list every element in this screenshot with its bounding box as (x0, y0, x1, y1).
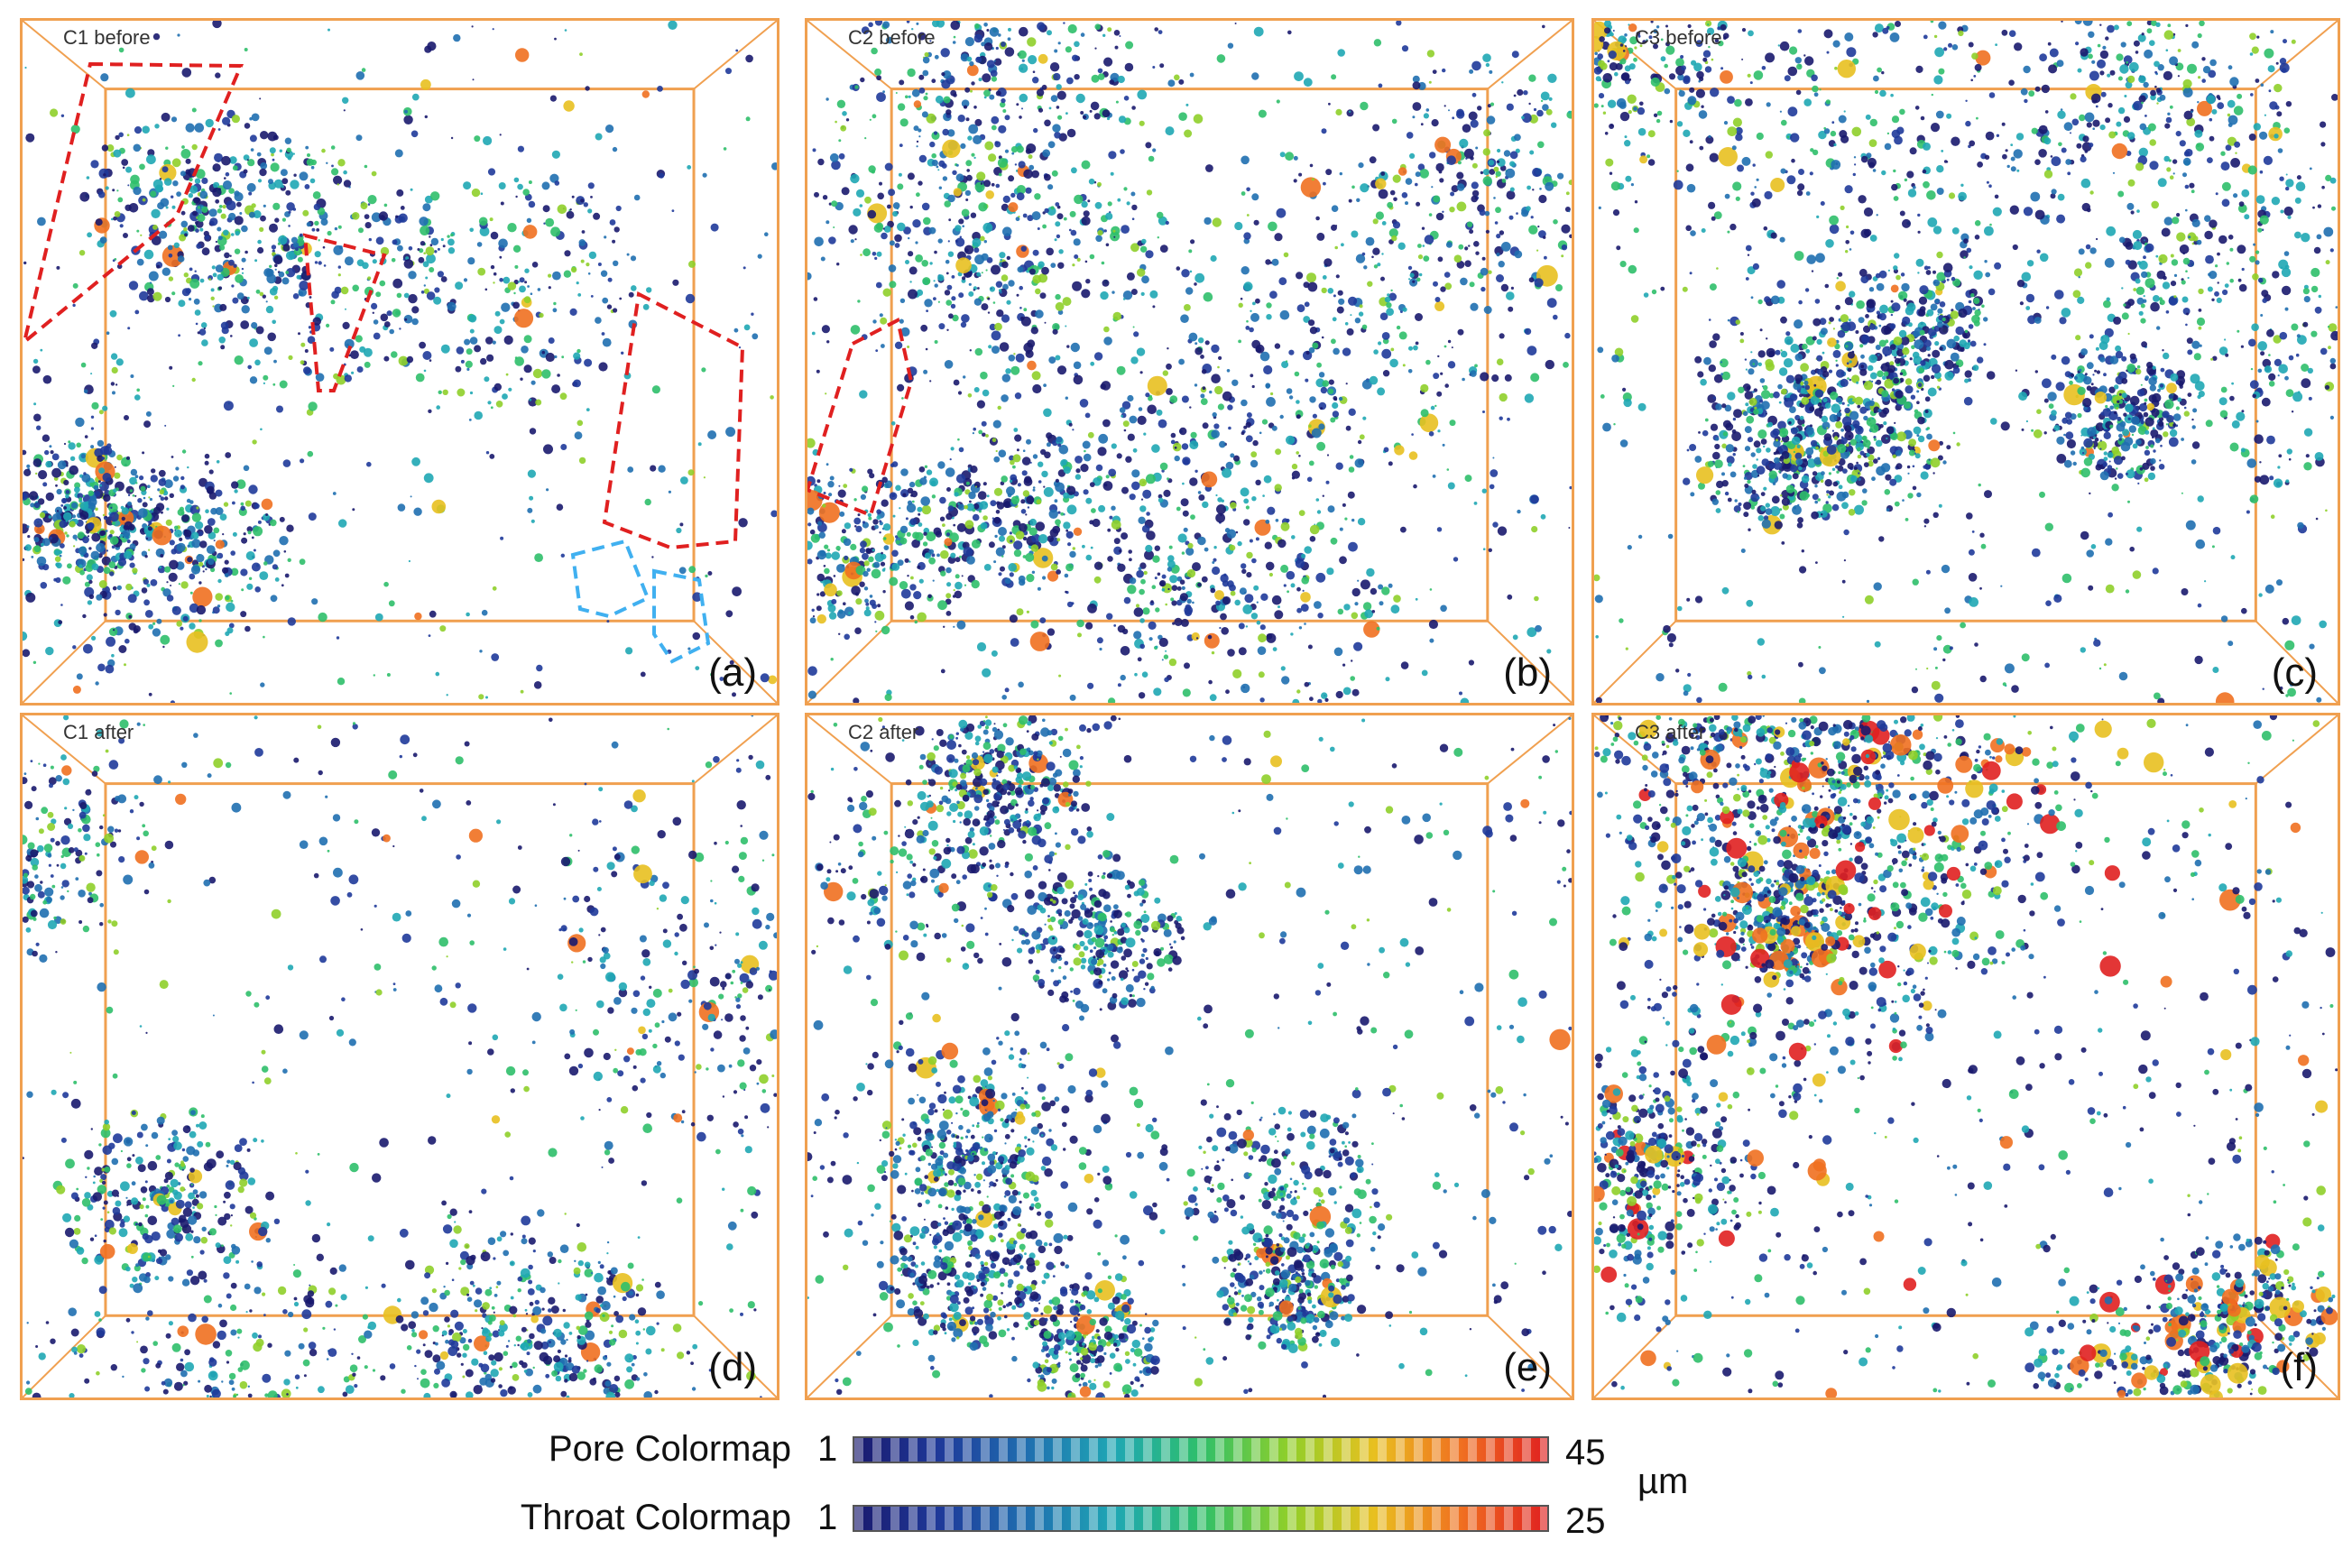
panel-c1-before: C1 before (a) (20, 18, 779, 706)
pore-colormap-min: 1 (817, 1429, 838, 1469)
panel-title: C3 after (1635, 721, 1706, 743)
panel-label: (d) (708, 1345, 757, 1389)
throat-colormap-max: 25 (1565, 1501, 1606, 1541)
pore-network-render (23, 715, 777, 1397)
panel-c1-after: C1 after (d) (20, 713, 779, 1400)
panel-title: C1 after (63, 721, 134, 743)
highlight-overlay (807, 318, 914, 518)
panel-c3-before: C3 before (c) (1591, 18, 2340, 706)
panel-label: (e) (1503, 1345, 1552, 1389)
panel-label: (c) (2271, 650, 2318, 695)
pore-network-render (807, 21, 1572, 703)
pore-colormap-max: 45 (1565, 1433, 1606, 1472)
panel-label: (f) (2280, 1345, 2318, 1389)
panel-title: C2 before (848, 26, 936, 49)
throat-colormap-label: Throat Colormap (520, 1498, 791, 1537)
pore-colormap-bar (853, 1436, 1549, 1463)
panel-c3-after: C3 after (f) (1591, 713, 2340, 1400)
panel-title: C3 before (1635, 26, 1722, 49)
highlight-overlay (23, 61, 745, 664)
throat-colormap-bar (853, 1505, 1549, 1532)
colormap-unit: µm (1637, 1462, 1689, 1501)
panel-title: C1 before (63, 26, 151, 49)
pore-colormap-row: Pore Colormap 1 45 (0, 1425, 2352, 1480)
pore-network-render (807, 715, 1572, 1397)
panel-label: (b) (1503, 650, 1552, 695)
pore-network-render (1594, 715, 2338, 1397)
panel-c2-before: C2 before (b) (805, 18, 1574, 706)
panel-title: C2 after (848, 721, 919, 743)
pore-colormap-label: Pore Colormap (548, 1429, 791, 1469)
throat-colormap-min: 1 (817, 1498, 838, 1537)
panel-c2-after: C2 after (e) (805, 713, 1574, 1400)
throat-colormap-row: Throat Colormap 1 25 (0, 1494, 2352, 1548)
pore-network-render (1594, 21, 2338, 703)
panel-label: (a) (708, 650, 757, 695)
